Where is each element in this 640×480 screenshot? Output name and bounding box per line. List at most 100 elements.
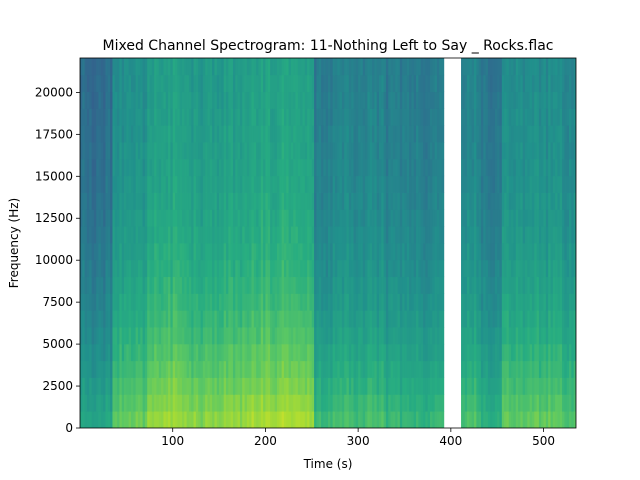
heatmap-cell (390, 343, 394, 362)
heatmap-cell (328, 293, 331, 311)
heatmap-cell (214, 158, 218, 177)
heatmap-cell (216, 108, 220, 126)
heatmap-cell (462, 142, 466, 160)
heatmap-cell (409, 360, 412, 378)
heatmap-cell (492, 74, 496, 93)
heatmap-cell (441, 158, 445, 177)
heatmap-cell (193, 158, 197, 177)
heatmap-cell (84, 360, 88, 378)
heatmap-cell (323, 91, 327, 109)
heatmap-cell (205, 343, 208, 362)
heatmap-cell (469, 310, 473, 328)
spectrogram-heatmap (80, 58, 576, 428)
heatmap-cell (137, 394, 141, 412)
heatmap-cell (557, 209, 561, 227)
heatmap-cell (381, 74, 385, 93)
heatmap-cell (274, 108, 278, 126)
heatmap-cell (404, 58, 408, 76)
heatmap-cell (487, 74, 491, 93)
heatmap-cell (226, 108, 229, 126)
heatmap-cell (251, 74, 255, 93)
heatmap-cell (353, 276, 357, 294)
heatmap-cell (230, 259, 234, 278)
heatmap-cell (490, 74, 493, 93)
heatmap-cell (212, 108, 215, 126)
heatmap-cell (130, 327, 134, 345)
heatmap-cell (309, 327, 313, 345)
heatmap-cell (246, 411, 250, 428)
heatmap-cell (425, 209, 429, 227)
heatmap-cell (328, 74, 331, 93)
heatmap-cell (381, 108, 385, 126)
heatmap-cell (418, 108, 422, 126)
heatmap-cell (165, 377, 169, 395)
heatmap-cell (328, 327, 331, 345)
heatmap-cell (207, 58, 211, 76)
heatmap-cell (425, 276, 429, 294)
heatmap-cell (135, 259, 139, 278)
heatmap-cell (418, 91, 422, 109)
heatmap-cell (321, 343, 324, 362)
heatmap-cell (307, 192, 310, 210)
heatmap-cell (353, 310, 357, 328)
heatmap-cell (385, 411, 389, 428)
heatmap-cell (293, 74, 296, 93)
heatmap-cell (332, 108, 336, 126)
heatmap-cell (175, 158, 178, 177)
heatmap-cell (557, 108, 561, 126)
heatmap-cell (223, 226, 227, 244)
heatmap-cell (230, 243, 234, 261)
heatmap-cell (573, 125, 576, 143)
heatmap-cell (200, 74, 204, 93)
heatmap-cell (460, 74, 463, 93)
heatmap-cell (478, 125, 482, 143)
heatmap-cell (536, 74, 540, 93)
heatmap-cell (151, 125, 155, 143)
heatmap-cell (226, 360, 229, 378)
heatmap-cell (251, 276, 255, 294)
heatmap-cell (121, 58, 125, 76)
heatmap-cell (508, 142, 512, 160)
heatmap-cell (214, 394, 218, 412)
heatmap-cell (293, 58, 296, 76)
heatmap-cell (232, 91, 236, 109)
heatmap-cell (304, 142, 308, 160)
heatmap-cell (429, 108, 433, 126)
heatmap-cell (531, 259, 535, 278)
heatmap-cell (483, 142, 487, 160)
heatmap-cell (323, 158, 327, 177)
heatmap-cell (307, 243, 310, 261)
heatmap-cell (96, 58, 99, 76)
heatmap-cell (135, 293, 139, 311)
heatmap-cell (137, 343, 141, 362)
heatmap-cell (117, 125, 120, 143)
heatmap-cell (274, 125, 278, 143)
heatmap-cell (464, 175, 468, 193)
heatmap-cell (497, 243, 500, 261)
heatmap-cell (545, 259, 549, 278)
heatmap-cell (508, 310, 512, 328)
heatmap-cell (353, 192, 357, 210)
heatmap-cell (151, 91, 155, 109)
heatmap-cell (483, 259, 487, 278)
heatmap-cell (469, 343, 473, 362)
heatmap-cell (543, 142, 547, 160)
heatmap-cell (265, 175, 269, 193)
heatmap-cell (133, 226, 137, 244)
heatmap-cell (480, 276, 484, 294)
heatmap-cell (228, 243, 232, 261)
heatmap-cell (571, 158, 575, 177)
heatmap-cell (191, 175, 194, 193)
heatmap-cell (142, 91, 146, 109)
heatmap-cell (478, 192, 482, 210)
heatmap-cell (277, 243, 280, 261)
heatmap-cell (543, 108, 547, 126)
heatmap-cell (242, 310, 245, 328)
heatmap-cell (402, 411, 405, 428)
heatmap-cell (91, 108, 95, 126)
heatmap-cell (316, 259, 320, 278)
heatmap-cell (274, 293, 278, 311)
heatmap-cell (337, 158, 340, 177)
heatmap-cell (270, 310, 273, 328)
heatmap-cell (518, 175, 521, 193)
